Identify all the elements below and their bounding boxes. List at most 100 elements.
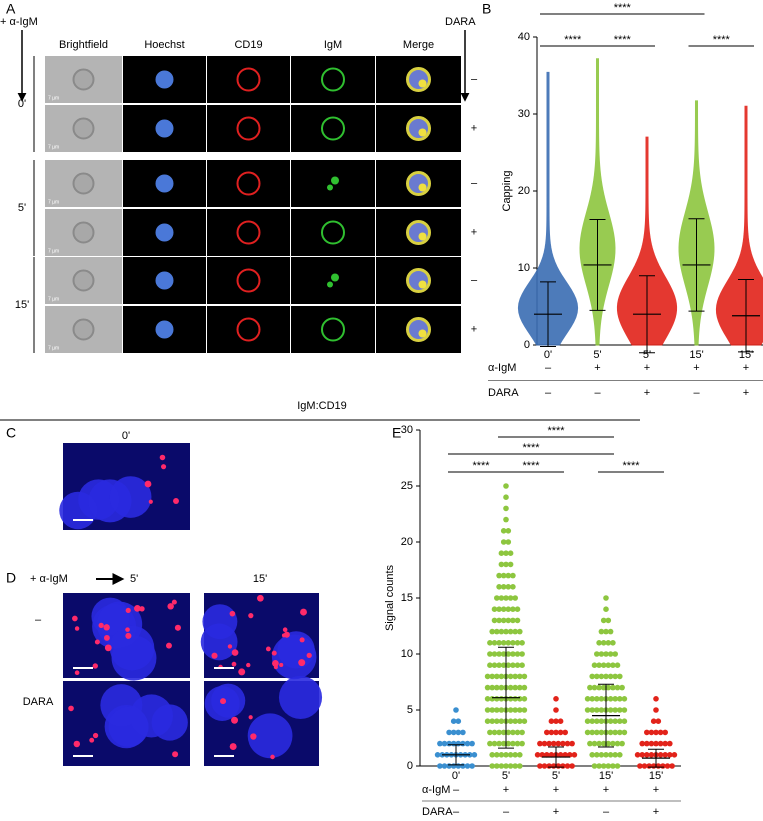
dot: [644, 740, 650, 747]
dot: [600, 740, 607, 747]
dot: [500, 662, 507, 668]
dot: [600, 662, 607, 668]
signal: [74, 670, 80, 676]
sign-label: –: [471, 274, 478, 286]
dot: [507, 684, 514, 691]
condition-mark: +: [743, 362, 749, 374]
cell: [72, 221, 95, 244]
condition-label: DARA: [422, 806, 453, 818]
dot: [494, 752, 500, 758]
dot: [500, 651, 507, 657]
y-tick-label: 30: [518, 108, 530, 120]
sign-label: –: [471, 73, 478, 85]
dot: [510, 617, 516, 624]
dot: [437, 740, 443, 747]
signal: [125, 627, 130, 632]
signal: [231, 649, 239, 656]
cd19-ring: [236, 116, 261, 141]
dot: [484, 673, 491, 680]
dot: [621, 729, 628, 736]
y-tick-label: 10: [518, 262, 530, 274]
dot: [544, 752, 550, 758]
dot: [567, 752, 573, 758]
dot: [610, 662, 616, 668]
signal: [166, 642, 172, 649]
dot: [594, 707, 600, 713]
dot: [514, 740, 521, 747]
merge: [406, 317, 431, 342]
signal: [250, 733, 257, 740]
condition-mark: +: [644, 362, 650, 374]
dot: [489, 752, 496, 758]
dot: [505, 729, 512, 736]
dot: [553, 707, 559, 713]
signal: [279, 662, 284, 668]
dot: [648, 752, 655, 758]
merge: [406, 67, 431, 92]
dot: [505, 584, 512, 590]
nucleus: [155, 70, 174, 89]
dot: [603, 595, 609, 601]
nucleus: [155, 174, 174, 193]
dot: [607, 673, 614, 680]
dot: [517, 673, 523, 680]
dot: [667, 740, 673, 747]
signal: [271, 650, 277, 656]
dot: [505, 606, 512, 612]
image-tile: [207, 257, 290, 304]
signal: [73, 740, 81, 748]
dot: [510, 662, 516, 668]
dot: [598, 752, 605, 758]
dot: [639, 752, 645, 758]
dot: [612, 729, 618, 736]
error-bar: [448, 744, 464, 766]
violin: [579, 58, 616, 346]
dot: [496, 729, 502, 736]
dot: [487, 740, 493, 747]
dot: [503, 628, 509, 635]
dot: [610, 763, 616, 769]
y-tick-label: 0: [524, 339, 530, 351]
dot: [607, 628, 614, 635]
dot: [594, 729, 600, 736]
dot: [498, 550, 505, 556]
signal: [92, 663, 98, 669]
signal: [103, 634, 110, 641]
signal: [270, 754, 275, 760]
signal: [257, 594, 264, 602]
dot: [496, 606, 502, 612]
dot: [519, 640, 525, 646]
signal: [211, 652, 218, 659]
dot: [619, 740, 625, 747]
igm-ring: [321, 116, 345, 141]
row-label: DARA: [23, 696, 54, 708]
dot: [505, 651, 512, 657]
scale-label: 7 µm: [48, 199, 59, 205]
dot: [594, 718, 600, 724]
dot: [667, 752, 673, 758]
dot: [507, 707, 514, 713]
condition-label: α-IgM: [422, 784, 450, 796]
igm-ring: [321, 220, 345, 245]
dot: [557, 718, 564, 724]
significance-label: ****: [614, 2, 632, 14]
scale-label: 7 µm: [48, 95, 59, 101]
dot: [494, 718, 500, 724]
dot: [471, 752, 478, 758]
dot: [591, 662, 598, 668]
dot: [450, 718, 457, 724]
dot: [650, 718, 657, 724]
dot: [546, 740, 552, 747]
dot: [484, 696, 491, 702]
dot: [500, 539, 507, 545]
image-tile: [291, 306, 375, 353]
dot: [498, 752, 505, 758]
y-tick-label: 40: [518, 31, 530, 43]
condition-mark: –: [693, 387, 700, 399]
nucleus: [155, 320, 174, 339]
dot: [600, 617, 607, 624]
dot: [503, 763, 509, 769]
dot: [653, 740, 659, 747]
dot: [662, 752, 668, 758]
dot: [510, 606, 516, 612]
